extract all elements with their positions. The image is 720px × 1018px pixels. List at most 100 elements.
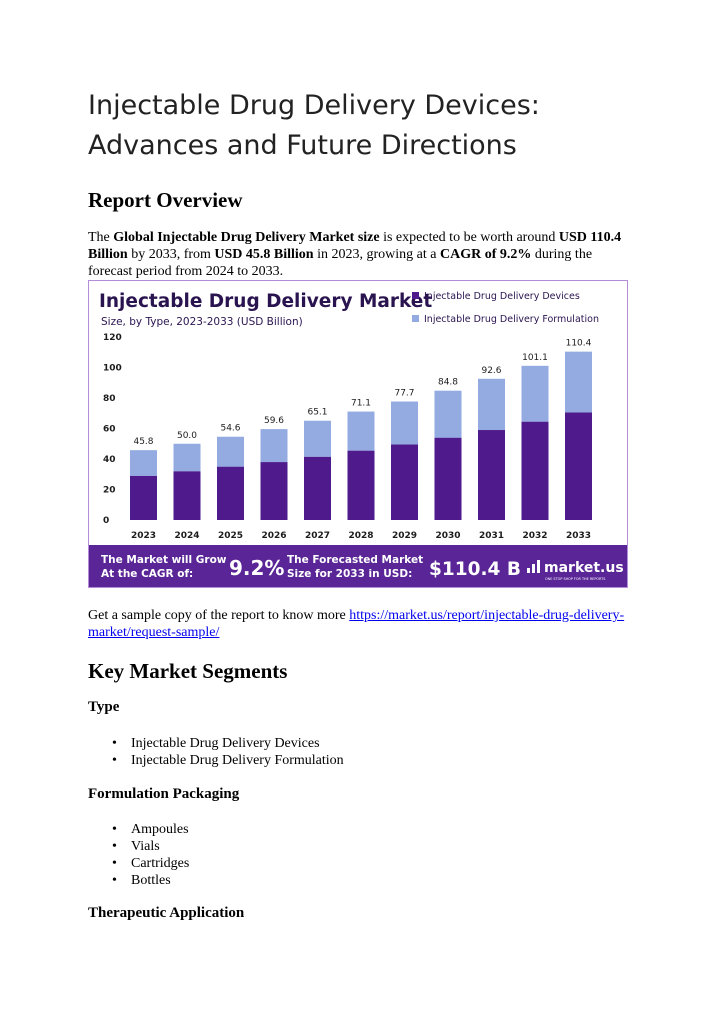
- x-tick-label-2032: 2032: [522, 531, 547, 541]
- intro-bold-market-size: Global Injectable Drug Delivery Market s…: [113, 230, 380, 245]
- therapeutic-application-heading: Therapeutic Application: [88, 905, 245, 921]
- list-item: Cartridges: [112, 855, 189, 872]
- list-item: Injectable Drug Delivery Formulation: [112, 752, 344, 769]
- sample-request-link[interactable]: https://market.us/report/injectable-drug…: [88, 608, 625, 640]
- chart-legend: Injectable Drug Delivery Devices Injecta…: [412, 291, 599, 325]
- packaging-list: Ampoules Vials Cartridges Bottles: [112, 821, 189, 889]
- banner-brand-tagline: ONE STOP SHOP FOR THE REPORTS: [545, 577, 605, 581]
- y-tick-label-5: 100: [103, 364, 122, 374]
- page-title: Injectable Drug Delivery Devices: Advanc…: [88, 90, 540, 161]
- intro-text-3: by 2033, from: [127, 247, 215, 262]
- banner-size-value: $110.4 B: [429, 559, 521, 580]
- banner-size-label-line2: Size for 2033 in USD:: [287, 568, 412, 580]
- list-item: Ampoules: [112, 821, 189, 838]
- data-label-2026: 59.6: [264, 416, 284, 426]
- list-item: Vials: [112, 838, 189, 855]
- bar-devices-2026: [260, 462, 288, 520]
- legend-swatch-formulation: [412, 315, 419, 322]
- list-item: Bottles: [112, 872, 189, 889]
- x-tick-label-2028: 2028: [348, 531, 373, 541]
- key-market-segments-heading: Key Market Segments: [88, 659, 288, 683]
- x-tick-label-2023: 2023: [131, 531, 156, 541]
- banner-cagr-label-line1: The Market will Grow: [101, 554, 227, 566]
- bar-formulation-2031: [478, 378, 505, 431]
- data-label-2033: 110.4: [566, 339, 592, 349]
- x-tick-label-2029: 2029: [392, 531, 417, 541]
- data-label-2029: 77.7: [394, 389, 414, 399]
- chart-subtitle: Size, by Type, 2023-2033 (USD Billion): [101, 316, 303, 328]
- chart-title: Injectable Drug Delivery Market: [99, 291, 432, 312]
- bar-formulation-2030: [434, 390, 462, 438]
- banner-cagr-value: 9.2%: [229, 556, 284, 580]
- banner-brand: market.us: [544, 560, 624, 576]
- y-axis: 0 20 40 60 80 100 120: [103, 333, 122, 526]
- data-label-2027: 65.1: [307, 408, 327, 418]
- x-tick-label-2025: 2025: [218, 531, 243, 541]
- banner-cagr-label-line2: At the CAGR of:: [101, 568, 193, 580]
- bar-formulation-2027: [304, 420, 331, 457]
- bar-formulation-2032: [521, 365, 549, 422]
- data-label-2032: 101.1: [522, 353, 548, 363]
- intro-bold-2023-value: USD 45.8 Billion: [214, 247, 314, 262]
- intro-bold-cagr: CAGR of 9.2%: [439, 247, 532, 262]
- x-tick-label-2026: 2026: [261, 531, 286, 541]
- bar-formulation-2025: [217, 436, 244, 467]
- sample-paragraph: Get a sample copy of the report to know …: [88, 607, 633, 641]
- x-axis: 2023 2024 2025 2026 2027 2028 2029 2030 2031 2032…: [131, 531, 591, 541]
- banner-size-label-line1: The Forecasted Market: [287, 554, 423, 566]
- intro-text-5: during the forecast period from 2024 to …: [88, 247, 593, 279]
- formulation-packaging-heading: Formulation Packaging: [88, 786, 240, 802]
- y-tick-label-2: 40: [103, 455, 116, 465]
- data-label-2024: 50.0: [177, 431, 197, 441]
- list-item: Injectable Drug Delivery Devices: [112, 735, 344, 752]
- chart-banner: The Market will Grow At the CAGR of: 9.2…: [89, 545, 627, 587]
- data-label-2031: 92.6: [481, 366, 501, 376]
- intro-text-2: is expected to be worth around: [379, 230, 559, 245]
- x-tick-label-2031: 2031: [479, 531, 504, 541]
- data-label-2023: 45.8: [133, 437, 153, 447]
- bar-formulation-2028: [347, 411, 375, 451]
- bar-formulation-2029: [391, 401, 418, 445]
- legend-swatch-devices: [412, 292, 419, 299]
- bar-formulation-2026: [260, 429, 288, 463]
- bar-devices-2031: [478, 430, 505, 520]
- type-heading: Type: [88, 699, 120, 715]
- bar-formulation-2033: [565, 351, 592, 413]
- legend-label-devices: Injectable Drug Delivery Devices: [424, 291, 580, 302]
- bar-devices-2032: [521, 421, 549, 520]
- bar-devices-2033: [565, 412, 592, 520]
- intro-text-1: The: [88, 230, 114, 245]
- y-tick-label-3: 60: [103, 425, 116, 435]
- data-label-2030: 84.8: [438, 378, 458, 388]
- bar-devices-2028: [347, 450, 375, 520]
- intro-paragraph: The Global Injectable Drug Delivery Mark…: [88, 229, 633, 280]
- bar-devices-2023: [130, 475, 157, 520]
- x-tick-label-2030: 2030: [435, 531, 460, 541]
- x-tick-label-2027: 2027: [305, 531, 330, 541]
- market-chart-svg: Injectable Drug Delivery Market Size, by…: [89, 291, 627, 587]
- intro-bold-2033-value: USD 110.4 Billion: [88, 230, 622, 262]
- bar-devices-2027: [304, 456, 331, 520]
- sample-text: Get a sample copy of the report to know …: [88, 608, 350, 623]
- report-overview-heading: Report Overview: [88, 188, 243, 212]
- y-tick-label-0: 0: [103, 516, 109, 526]
- y-tick-label-1: 20: [103, 486, 116, 496]
- x-tick-label-2024: 2024: [174, 531, 199, 541]
- bar-devices-2029: [391, 444, 418, 520]
- bar-formulation-2023: [130, 450, 157, 476]
- intro-text-4: in 2023, growing at a: [313, 247, 440, 262]
- x-tick-label-2033: 2033: [566, 531, 591, 541]
- chart-bars: 45.8 50.0 54.6 59.6 65.1 71.1 77.7 84.8 92.6 101.…: [130, 339, 592, 520]
- bar-devices-2025: [217, 466, 244, 520]
- type-list: Injectable Drug Delivery Devices Injecta…: [112, 735, 344, 769]
- y-tick-label-4: 80: [103, 394, 116, 404]
- data-label-2028: 71.1: [351, 399, 371, 409]
- bar-devices-2030: [434, 437, 462, 520]
- data-label-2025: 54.6: [220, 424, 240, 434]
- y-tick-label-6: 120: [103, 333, 122, 343]
- legend-label-formulation: Injectable Drug Delivery Formulation: [424, 314, 599, 325]
- bar-formulation-2024: [173, 443, 201, 472]
- market-chart: Injectable Drug Delivery Market Size, by…: [88, 280, 628, 588]
- bar-devices-2024: [173, 471, 201, 520]
- marketus-logo-icon: [527, 560, 540, 573]
